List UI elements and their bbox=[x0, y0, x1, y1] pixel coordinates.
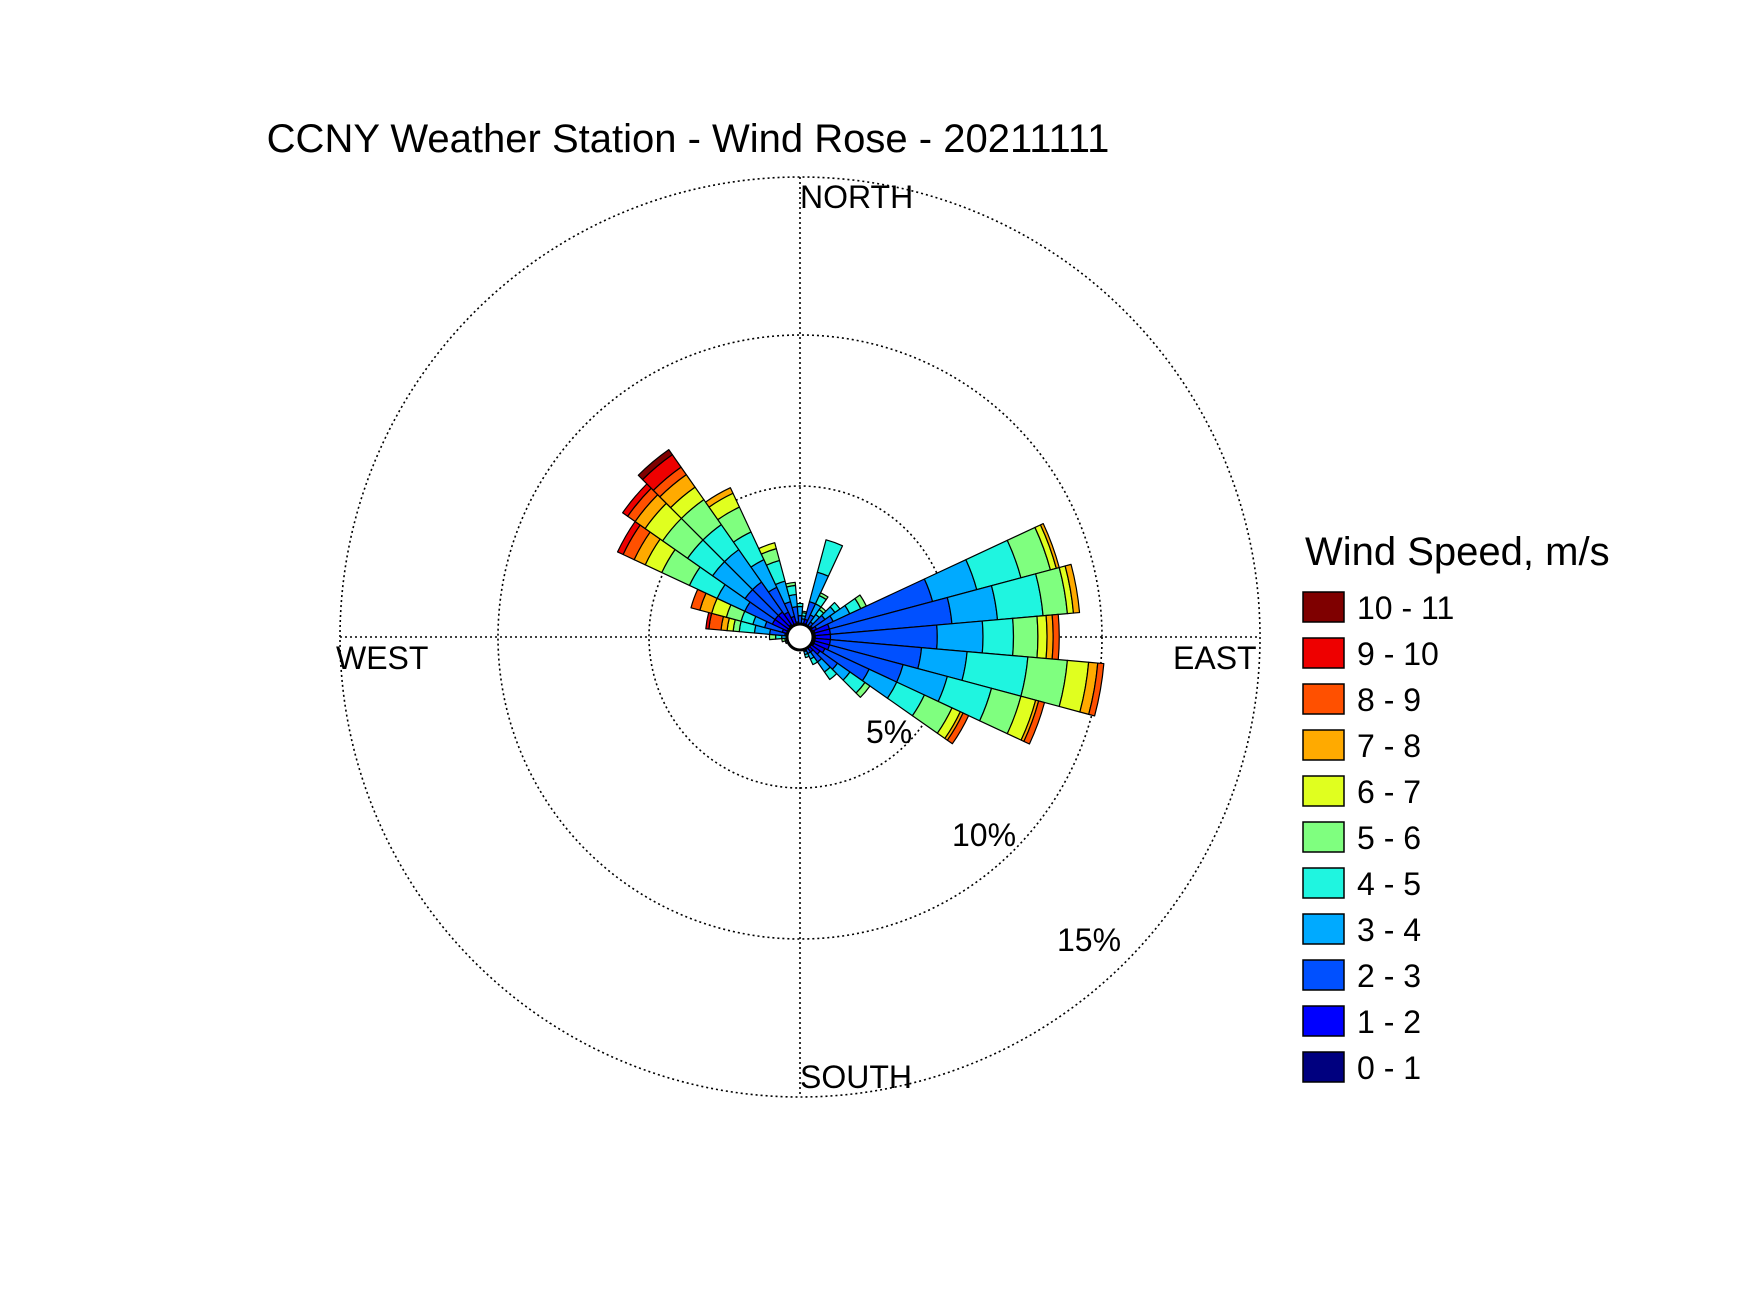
direction-label-north: NORTH bbox=[800, 179, 913, 215]
legend-swatch-7 bbox=[1302, 729, 1345, 761]
legend-swatch-0 bbox=[1302, 1051, 1345, 1083]
sector-segment-90deg-bin-6 bbox=[1036, 614, 1048, 660]
calm-center-marker bbox=[785, 622, 815, 652]
legend-swatch-1 bbox=[1302, 1005, 1345, 1037]
sector-segment-340deg-bin-6 bbox=[758, 542, 777, 555]
sector-segment-100deg-bin-8 bbox=[1088, 662, 1105, 717]
sector-segment-150deg-bin-4 bbox=[809, 656, 819, 666]
ring-label-10: 10% bbox=[952, 817, 1016, 853]
legend-label-5: 5 - 6 bbox=[1357, 820, 1421, 856]
sector-segment-0deg-bin-3 bbox=[796, 605, 804, 617]
legend-swatch-4 bbox=[1302, 867, 1345, 899]
chart-title: CCNY Weather Station - Wind Rose - 20211… bbox=[267, 117, 1110, 161]
ring-label-15: 15% bbox=[1057, 922, 1121, 958]
sector-segment-20deg-bin-4 bbox=[816, 539, 844, 577]
direction-label-west: WEST bbox=[336, 640, 428, 676]
legend-label-1: 1 - 2 bbox=[1357, 1004, 1421, 1040]
legend-label-3: 3 - 4 bbox=[1357, 912, 1421, 948]
sector-segment-90deg-bin-8 bbox=[1051, 613, 1060, 661]
legend-swatch-8 bbox=[1302, 683, 1345, 715]
legend-label-10: 10 - 11 bbox=[1357, 590, 1454, 626]
sector-segment-350deg-bin-5 bbox=[785, 581, 797, 588]
legend-label-7: 7 - 8 bbox=[1357, 728, 1421, 764]
legend-swatch-3 bbox=[1302, 913, 1345, 945]
legend-label-8: 8 - 9 bbox=[1357, 682, 1421, 718]
sector-segment-30deg-bin-5 bbox=[818, 592, 829, 601]
sector-segment-90deg-bin-5 bbox=[1012, 615, 1039, 659]
sector-segment-80deg-bin-7 bbox=[1064, 563, 1081, 614]
sector-segment-120deg-bin-8 bbox=[946, 712, 970, 745]
legend-title: Wind Speed, m/s bbox=[1305, 530, 1610, 574]
sector-segment-90deg-bin-3 bbox=[936, 620, 984, 654]
sector-segment-0deg-bin-4 bbox=[796, 602, 804, 608]
sector-segment-110deg-bin-8 bbox=[1023, 700, 1046, 745]
legend: Wind Speed, m/s 10 - 11 9 - 10 8 - 9 7 - 8 6… bbox=[1302, 530, 1610, 1086]
legend-label-2: 2 - 3 bbox=[1357, 958, 1421, 994]
legend-label-0: 0 - 1 bbox=[1357, 1050, 1421, 1086]
legend-swatch-10 bbox=[1302, 591, 1345, 623]
legend-swatch-6 bbox=[1302, 775, 1345, 807]
legend-swatch-9 bbox=[1302, 637, 1345, 669]
sector-segment-160deg-bin-4 bbox=[804, 652, 810, 659]
sector-segment-330deg-bin-7 bbox=[704, 487, 734, 508]
direction-label-south: SOUTH bbox=[800, 1059, 912, 1095]
legend-items: 10 - 11 9 - 10 8 - 9 7 - 8 6 - 7 5 - 6 4 - 5 3 … bbox=[1302, 590, 1454, 1086]
legend-swatch-5 bbox=[1302, 821, 1345, 853]
ring-15-percent bbox=[339, 176, 1261, 1098]
legend-label-6: 6 - 7 bbox=[1357, 774, 1421, 810]
sector-segment-90deg-bin-4 bbox=[981, 617, 1015, 657]
wind-sectors bbox=[616, 449, 1105, 745]
sector-segment-140deg-bin-4 bbox=[823, 666, 838, 681]
ring-label-5: 5% bbox=[866, 714, 912, 750]
sector-segment-130deg-bin-5 bbox=[855, 681, 871, 698]
legend-label-4: 4 - 5 bbox=[1357, 866, 1421, 902]
legend-label-9: 9 - 10 bbox=[1357, 636, 1439, 672]
sector-segment-320deg-bin-10 bbox=[637, 449, 673, 481]
direction-label-east: EAST bbox=[1173, 640, 1257, 676]
legend-swatch-2 bbox=[1302, 959, 1345, 991]
